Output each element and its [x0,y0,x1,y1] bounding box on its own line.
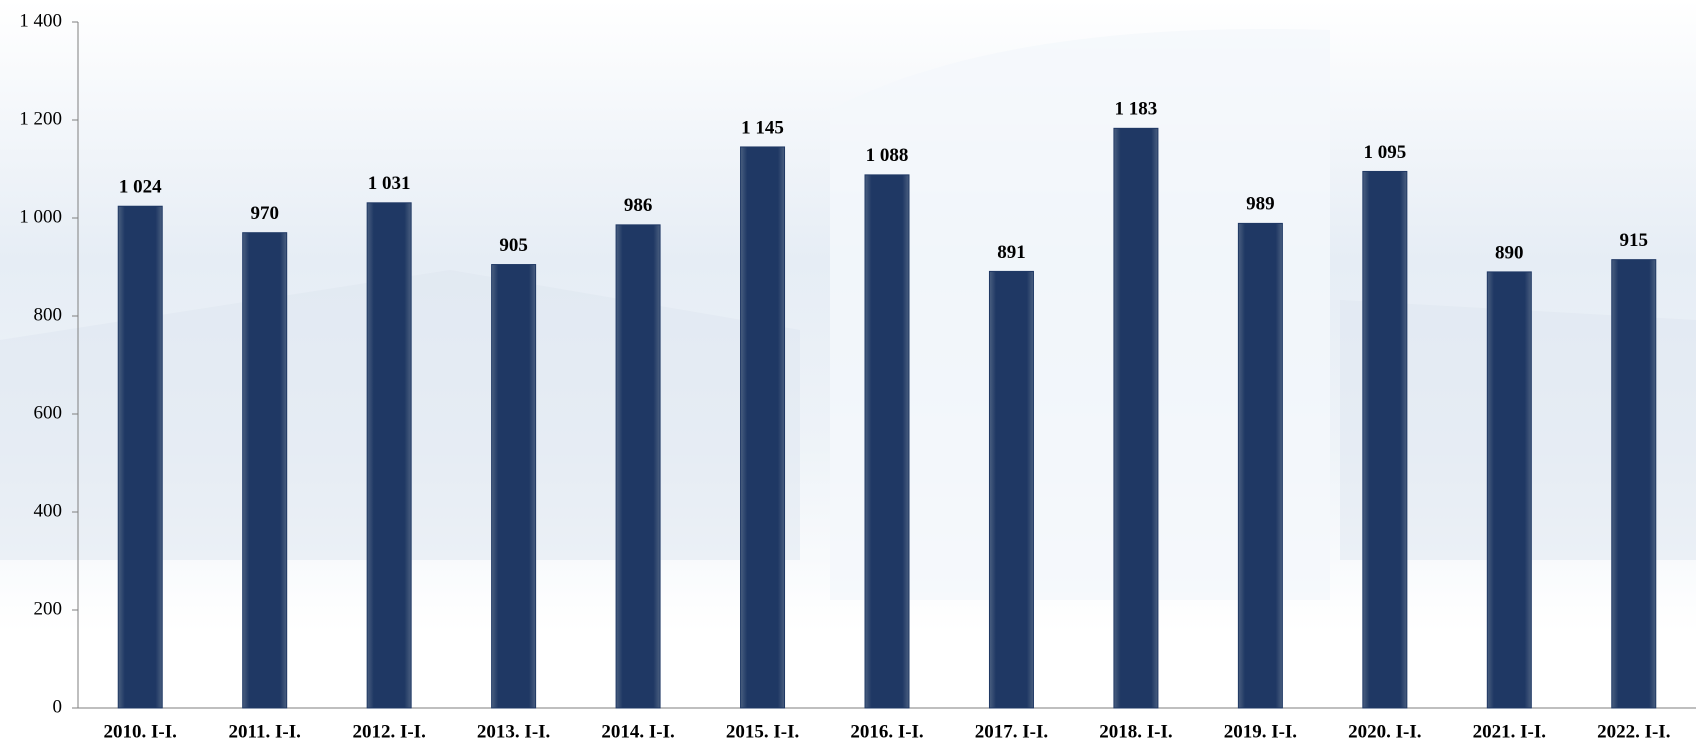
value-label: 890 [1495,242,1524,263]
y-tick-label: 200 [34,598,63,619]
bar [615,224,661,709]
bar [117,205,163,709]
value-label: 1 095 [1363,142,1406,163]
y-tick-label: 1 400 [19,10,62,31]
x-tick-label: 2015. I-I. [726,721,799,742]
value-label: 986 [624,195,653,216]
bar [366,202,412,709]
bar [1486,271,1532,709]
x-tick-label: 2019. I-I. [1224,721,1297,742]
bar [864,174,910,709]
y-tick-label: 600 [34,402,63,423]
value-label: 1 183 [1115,99,1158,120]
x-tick-label: 2010. I-I. [104,721,177,742]
value-label: 989 [1246,194,1275,215]
value-label: 1 145 [741,117,784,138]
x-tick-label: 2012. I-I. [352,721,425,742]
bar [988,270,1034,709]
value-label: 1 031 [368,173,411,194]
value-label: 891 [997,242,1026,263]
x-tick-label: 2021. I-I. [1473,721,1546,742]
x-tick-label: 2022. I-I. [1597,721,1670,742]
value-label: 905 [499,235,528,256]
bar [491,264,537,709]
bar [1611,259,1657,709]
value-label: 1 088 [866,145,909,166]
x-tick-label: 2011. I-I. [229,721,301,742]
value-label: 970 [250,203,279,224]
bar [1113,127,1159,709]
x-tick-label: 2018. I-I. [1099,721,1172,742]
x-tick-label: 2013. I-I. [477,721,550,742]
value-label: 1 024 [119,177,162,198]
y-tick-label: 1 000 [19,206,62,227]
bar [740,146,786,709]
x-tick-label: 2014. I-I. [601,721,674,742]
y-tick-label: 1 200 [19,108,62,129]
bar [242,232,288,709]
y-tick-label: 0 [53,696,63,717]
y-tick-label: 800 [34,304,63,325]
x-tick-label: 2016. I-I. [850,721,923,742]
x-tick-label: 2020. I-I. [1348,721,1421,742]
bar [1362,170,1408,709]
y-tick-label: 400 [34,500,63,521]
building-backdrop [830,29,1330,600]
x-tick-label: 2017. I-I. [975,721,1048,742]
value-label: 915 [1620,230,1649,251]
bar [1237,222,1283,709]
